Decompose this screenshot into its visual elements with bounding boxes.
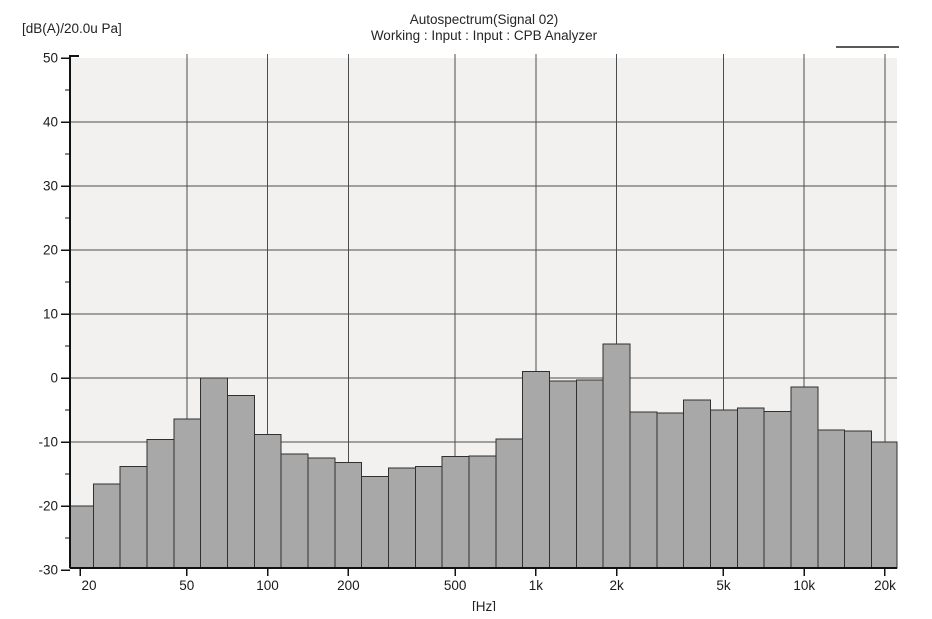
chart-subtitle: Working : Input : Input : CPB Analyzer <box>370 28 598 43</box>
x-tick-label: 1k <box>529 578 544 593</box>
spectrum-bar <box>361 476 390 569</box>
y-tick-label: -30 <box>38 563 58 578</box>
spectrum-bar <box>629 411 658 569</box>
spectrum-bar <box>119 465 148 569</box>
x-axis-unit-label: [Hz] <box>471 599 496 611</box>
spectrum-bar <box>575 379 604 569</box>
spectrum-bar <box>200 377 229 569</box>
chart-title: Autospectrum(Signal 02) <box>409 12 559 27</box>
spectrum-bar <box>790 386 819 569</box>
spectrum-bar <box>736 407 765 569</box>
x-tick-label: 5k <box>716 578 731 593</box>
spectrum-bar <box>146 438 175 569</box>
x-tick-label: 500 <box>444 578 467 593</box>
y-tick-label: 20 <box>43 243 58 258</box>
spectrum-bar <box>388 467 416 569</box>
y-tick-label: 50 <box>43 51 58 66</box>
y-tick-label: 40 <box>43 115 58 130</box>
spectrum-bar <box>173 418 202 569</box>
spectrum-bar <box>549 380 577 569</box>
spectrum-bar <box>69 505 94 569</box>
spectrum-bar <box>763 410 792 569</box>
x-tick-label: 20 <box>81 578 96 593</box>
spectrum-bar <box>334 461 363 569</box>
spectrum-bar <box>280 453 309 569</box>
spectrum-bar <box>817 429 846 569</box>
x-tick-label: 50 <box>179 578 194 593</box>
y-tick-label: -20 <box>38 499 58 514</box>
spectrum-bar <box>495 438 524 569</box>
spectrum-bar <box>844 430 873 569</box>
spectrum-bar <box>522 371 551 569</box>
x-tick-label: 100 <box>256 578 279 593</box>
spectrum-bar <box>683 399 712 569</box>
spectrum-bar <box>92 483 121 569</box>
x-tick-label: 2k <box>610 578 625 593</box>
spectrum-bar <box>710 409 738 569</box>
y-tick-label: 0 <box>50 371 58 386</box>
spectrum-bar <box>253 433 282 569</box>
spectrum-bar <box>602 343 631 569</box>
legend-curve-line-icon <box>836 46 899 48</box>
x-tick-label: 200 <box>337 578 360 593</box>
spectrum-bar <box>227 394 255 569</box>
x-tick-label: 10k <box>793 578 815 593</box>
spectrum-bar <box>871 441 898 569</box>
spectrum-bar <box>468 455 497 569</box>
y-tick-label: -10 <box>38 435 58 450</box>
spectrum-bar <box>414 465 443 569</box>
title-block: Autospectrum(Signal 02) Working : Input … <box>70 12 898 44</box>
spectrum-bar <box>307 457 336 569</box>
spectrum-bar <box>441 456 470 569</box>
y-tick-label: 10 <box>43 307 58 322</box>
y-axis-unit-label: [dB(A)/20.0u Pa] <box>22 21 122 36</box>
spectrum-bar <box>656 412 685 569</box>
x-tick-label: 20k <box>874 578 896 593</box>
y-tick-label: 30 <box>43 179 58 194</box>
